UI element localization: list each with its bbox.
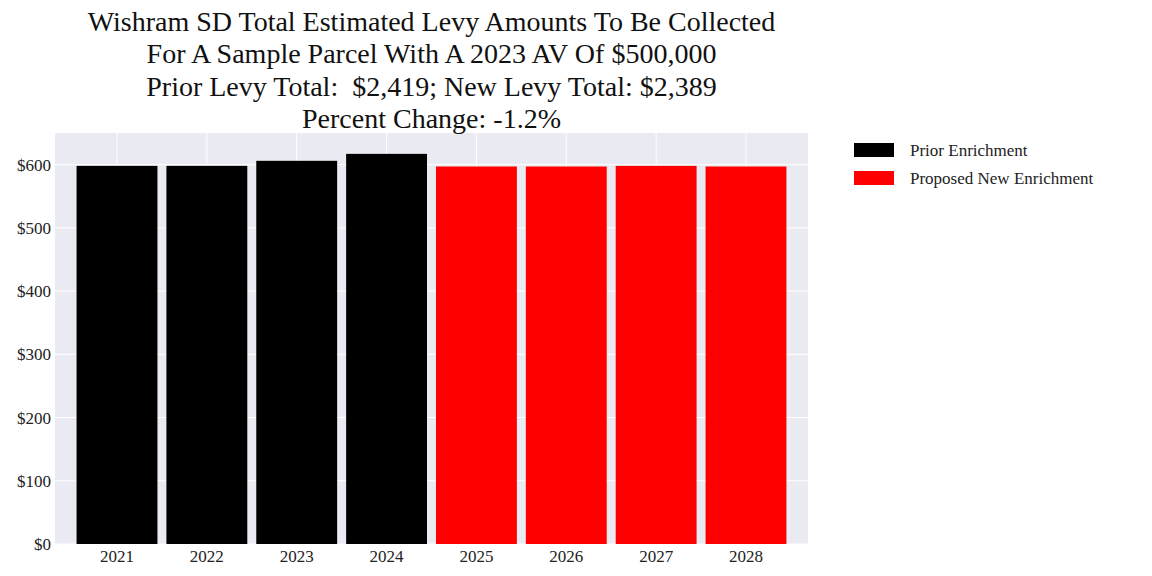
x-tick-label: 2023	[280, 547, 314, 566]
grid-line	[55, 164, 808, 165]
legend-label: Prior Enrichment	[910, 141, 1028, 160]
legend-swatch	[854, 143, 894, 157]
x-tick-label: 2026	[549, 547, 583, 566]
x-tick-label: 2025	[459, 547, 493, 566]
y-tick-label: $600	[17, 156, 51, 175]
x-tick-label: 2027	[639, 547, 674, 566]
y-tick-label: $0	[34, 535, 51, 554]
y-tick-label: $300	[17, 345, 51, 364]
bar	[346, 154, 427, 544]
bar	[706, 167, 787, 544]
legend-swatch	[854, 171, 894, 185]
y-tick-label: $100	[17, 472, 51, 491]
bar	[616, 166, 697, 544]
x-tick-label: 2022	[190, 547, 224, 566]
chart: $0 $100 $200 $300 $400 $500 $600 2021 2022 2023 20…	[0, 0, 1152, 576]
x-tick-label: 2024	[370, 547, 405, 566]
title: Wishram SD Total Estimated Levy Amounts …	[88, 6, 776, 134]
y-tick-label: $200	[17, 409, 51, 428]
y-tick-label: $500	[17, 219, 51, 238]
x-tick-label: 2021	[100, 547, 134, 566]
plot-background	[55, 133, 808, 544]
bar	[436, 167, 517, 544]
y-tick-label: $400	[17, 282, 51, 301]
bar	[166, 166, 247, 544]
bar	[77, 166, 158, 544]
bar	[256, 161, 337, 544]
bars	[77, 154, 787, 544]
bar	[526, 167, 607, 544]
x-tick-label: 2028	[729, 547, 763, 566]
legend-label: Proposed New Enrichment	[910, 169, 1093, 188]
